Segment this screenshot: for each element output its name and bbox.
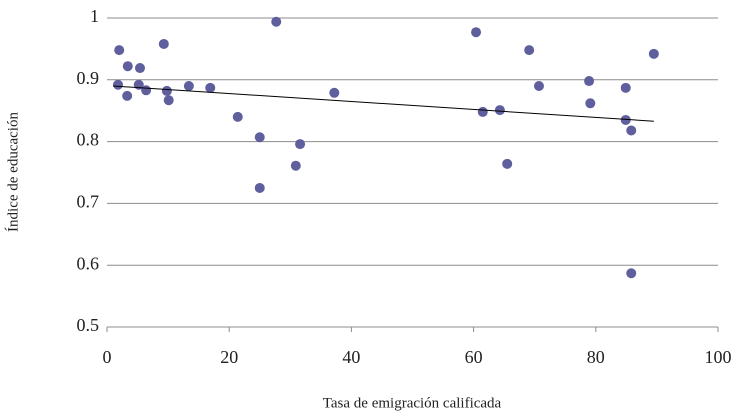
y-tick-label: 0.7: [77, 192, 100, 212]
point: [584, 76, 595, 87]
point: [271, 16, 282, 27]
point: [502, 158, 513, 169]
point: [295, 139, 306, 150]
point: [134, 63, 145, 74]
y-tick-label: 0.8: [77, 130, 100, 150]
point: [112, 79, 123, 90]
point: [494, 105, 505, 116]
point: [533, 80, 544, 91]
point: [471, 27, 482, 38]
x-tick-label: 20: [220, 347, 238, 367]
point: [114, 45, 125, 56]
y-axis-title: Índice de educación: [4, 112, 21, 232]
point: [122, 61, 133, 72]
point: [626, 268, 637, 279]
point: [141, 85, 152, 96]
x-tick-label: 80: [587, 347, 605, 367]
point: [163, 95, 174, 106]
point: [585, 98, 596, 109]
point: [524, 45, 535, 56]
point: [205, 82, 216, 93]
point: [232, 111, 243, 122]
y-tick-label: 0.6: [77, 253, 100, 273]
point: [161, 85, 172, 96]
point: [122, 90, 133, 101]
point: [290, 160, 301, 171]
y-tick-label: 0.9: [77, 68, 100, 88]
point: [626, 125, 637, 136]
point: [329, 87, 340, 98]
point: [620, 114, 631, 125]
x-tick-label: 100: [705, 347, 732, 367]
trendline: [113, 85, 654, 122]
y-tick-label: 1: [90, 6, 99, 26]
x-tick-label: 60: [465, 347, 483, 367]
point: [254, 132, 265, 143]
point: [648, 48, 659, 59]
x-axis-title: Tasa de emigración calificada: [323, 395, 502, 411]
y-tick-label: 0.5: [77, 315, 100, 335]
x-tick-label: 0: [103, 347, 112, 367]
x-tick-label: 40: [342, 347, 360, 367]
point: [477, 106, 488, 117]
point: [158, 38, 169, 49]
point: [620, 82, 631, 93]
point: [183, 80, 194, 91]
point: [254, 182, 265, 193]
